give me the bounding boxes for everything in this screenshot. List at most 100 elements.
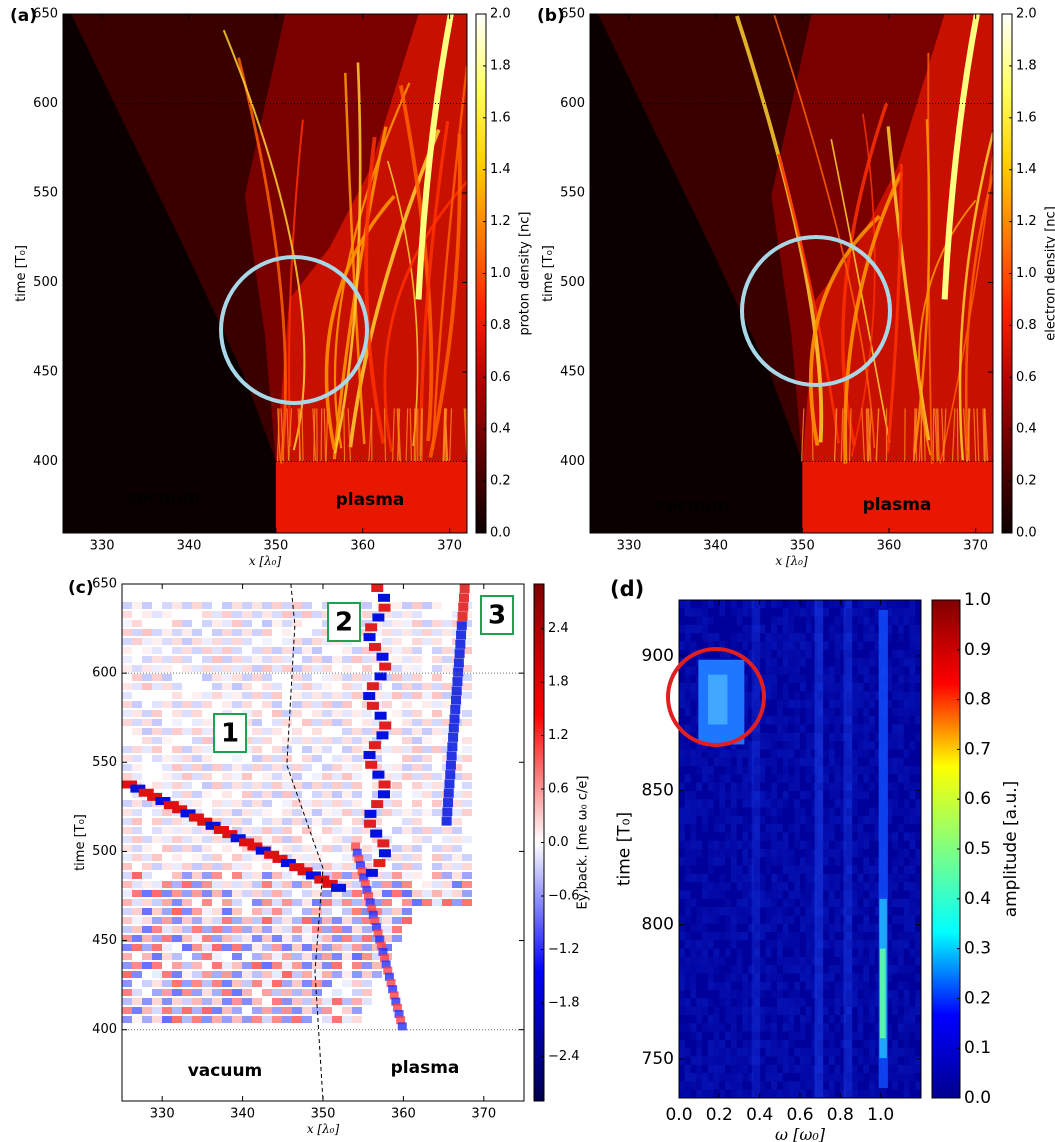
heatmap-cell bbox=[742, 981, 749, 991]
heatmap-cell bbox=[242, 890, 252, 897]
heatmap-cell bbox=[788, 1081, 795, 1090]
heatmap-cell bbox=[736, 1006, 743, 1015]
colorbar-tick-label: 0.2 bbox=[1016, 474, 1037, 489]
heatmap-cell bbox=[857, 790, 864, 800]
heatmap-cell bbox=[702, 1089, 708, 1098]
heatmap-cell bbox=[679, 1048, 685, 1057]
heatmap-cell bbox=[765, 1039, 772, 1049]
heatmap-cell bbox=[736, 990, 743, 999]
heatmap-cell bbox=[840, 1015, 847, 1024]
heatmap-cell bbox=[874, 1081, 881, 1090]
heatmap-cell bbox=[886, 882, 893, 891]
heatmap-cell bbox=[282, 755, 292, 762]
colorbar-tick-label: −2.4 bbox=[548, 1049, 580, 1064]
heatmap-cell bbox=[863, 907, 870, 916]
heatmap-cell bbox=[262, 665, 272, 672]
heatmap-cell bbox=[840, 973, 847, 982]
heatmap-cell bbox=[794, 865, 800, 874]
heatmap-cell bbox=[142, 647, 152, 654]
heatmap-cell bbox=[422, 629, 432, 636]
heatmap-cell bbox=[742, 915, 749, 924]
heatmap-cell bbox=[432, 899, 442, 906]
heatmap-cell bbox=[702, 890, 708, 899]
heatmap-cell bbox=[192, 962, 202, 969]
heatmap-cell bbox=[840, 923, 847, 932]
heatmap-cell bbox=[162, 602, 172, 609]
heatmap-cell bbox=[172, 647, 182, 654]
heatmap-cell bbox=[817, 981, 824, 991]
heatmap-cell bbox=[332, 917, 342, 924]
heatmap-cell bbox=[332, 998, 342, 1005]
heatmap-cell bbox=[312, 971, 322, 978]
heatmap-cell bbox=[874, 890, 881, 899]
heatmap-cell bbox=[282, 845, 292, 852]
heatmap-cell bbox=[753, 766, 760, 775]
heatmap-cell bbox=[182, 908, 192, 915]
heatmap-cell bbox=[874, 832, 881, 841]
heatmap-cell bbox=[252, 791, 262, 798]
heatmap-cell bbox=[202, 926, 212, 933]
heatmap-cell bbox=[445, 770, 456, 780]
heatmap-cell bbox=[372, 923, 382, 932]
heatmap-cell bbox=[788, 782, 795, 791]
heatmap-cell bbox=[232, 683, 242, 690]
heatmap-cell bbox=[909, 1048, 916, 1057]
heatmap-cell bbox=[272, 998, 282, 1005]
heatmap-cell bbox=[840, 683, 847, 692]
heatmap-cell bbox=[202, 692, 212, 699]
heatmap-cell bbox=[840, 774, 847, 783]
heatmap-cell bbox=[282, 629, 292, 636]
heatmap-cell bbox=[800, 633, 806, 642]
heatmap-cell bbox=[202, 998, 212, 1005]
heatmap-cell bbox=[707, 882, 714, 891]
heatmap-cell bbox=[262, 791, 272, 798]
heatmap-cell bbox=[725, 790, 731, 800]
heatmap-cell bbox=[857, 724, 864, 733]
heatmap-cell bbox=[442, 719, 452, 726]
heatmap-cell bbox=[800, 658, 806, 667]
heatmap-cell bbox=[252, 908, 262, 915]
heatmap-cell bbox=[702, 948, 708, 957]
heatmap-cell bbox=[262, 917, 272, 924]
heatmap-cell bbox=[282, 638, 292, 645]
heatmap-cell bbox=[782, 633, 789, 642]
heatmap-cell bbox=[782, 865, 789, 874]
heatmap-cell bbox=[713, 1006, 720, 1015]
heatmap-cell bbox=[702, 774, 708, 783]
heatmap-cell bbox=[788, 716, 795, 725]
heatmap-cell bbox=[232, 1007, 242, 1014]
heatmap-cell bbox=[142, 836, 152, 843]
colorbar-label: amplitude [a.u.] bbox=[1001, 781, 1021, 918]
heatmap-cell bbox=[840, 907, 847, 916]
heatmap-cell bbox=[422, 692, 432, 699]
heatmap-cell bbox=[162, 629, 172, 636]
heatmap-cell bbox=[897, 699, 904, 708]
heatmap-cell bbox=[372, 719, 382, 726]
heatmap-cell bbox=[748, 965, 754, 974]
heatmap-cell bbox=[352, 710, 362, 717]
heatmap-cell bbox=[828, 898, 835, 908]
heatmap-cell bbox=[372, 770, 385, 779]
heatmap-cell bbox=[800, 790, 806, 800]
heatmap-cell bbox=[252, 827, 262, 834]
heatmap-cell bbox=[897, 898, 904, 908]
heatmap-cell bbox=[684, 932, 691, 941]
heatmap-cell bbox=[696, 782, 703, 791]
heatmap-cell bbox=[702, 940, 708, 949]
heatmap-cell bbox=[362, 665, 372, 672]
heatmap-cell bbox=[202, 944, 212, 951]
x-tick-label: 0.6 bbox=[786, 1105, 813, 1125]
y-tick-label: 850 bbox=[642, 780, 674, 800]
heatmap-cell bbox=[759, 790, 766, 800]
heatmap-cell bbox=[748, 882, 754, 891]
heatmap-cell bbox=[679, 732, 685, 742]
heatmap-cell bbox=[840, 956, 847, 966]
heatmap-cell bbox=[707, 890, 714, 899]
heatmap-cell bbox=[759, 799, 766, 808]
heatmap-cell bbox=[172, 719, 182, 726]
y-axis-label: time [T₀] bbox=[541, 245, 556, 302]
heatmap-cell bbox=[432, 782, 442, 789]
heatmap-cell bbox=[742, 1064, 749, 1074]
heatmap-cell bbox=[782, 658, 789, 667]
heatmap-cell bbox=[892, 741, 898, 750]
